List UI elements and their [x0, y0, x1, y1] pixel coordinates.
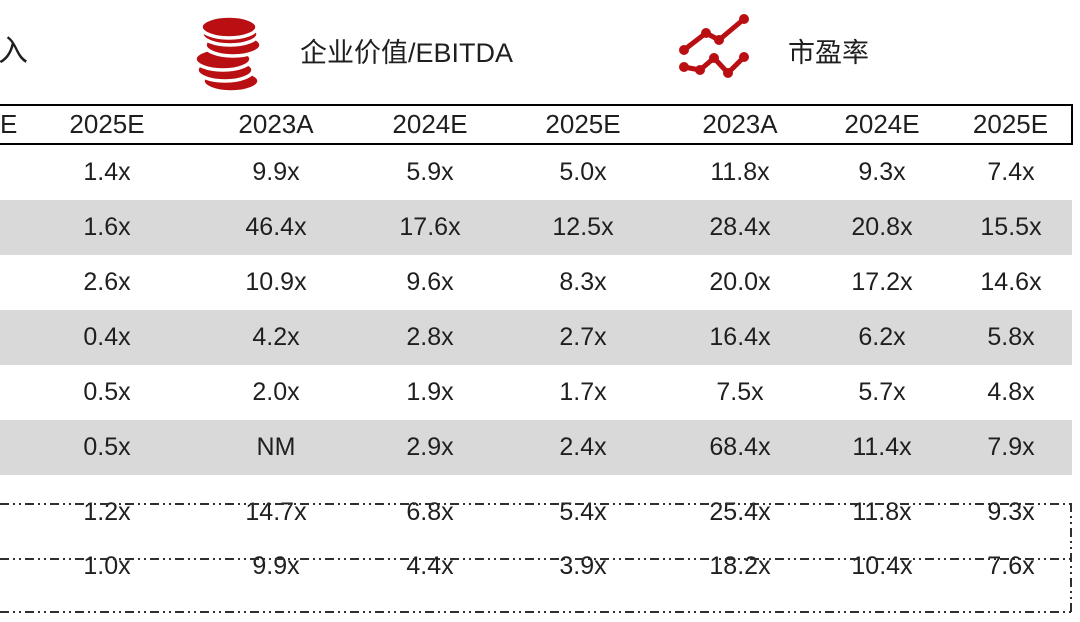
table-cell: 46.4x	[192, 200, 360, 255]
column-header: 2025E	[950, 104, 1073, 145]
table-cell: 6.2x	[814, 310, 950, 365]
table-cell: 28.4x	[666, 200, 814, 255]
table-cell: 10.4x	[851, 552, 913, 580]
partial-revenue-label: 入	[0, 35, 28, 68]
table-row: 1.0x 9.9x 4.4x 3.9x 18.2x 10.4x 7.6x	[0, 540, 1072, 593]
table-cell	[0, 540, 22, 593]
table-cell: 5.8x	[950, 310, 1072, 365]
table-cell: 8.3x	[559, 268, 607, 296]
table-cell	[0, 420, 22, 475]
table-cell: 20.0x	[709, 268, 771, 296]
table-cell: 1.2x	[83, 498, 131, 526]
table-cell: 17.2x	[851, 268, 913, 296]
table-cell: 10.9x	[245, 268, 307, 296]
column-header: 2025E	[22, 104, 192, 145]
legend-label-pe-ratio: 市盈率	[788, 38, 869, 68]
column-header: 2024E	[814, 104, 950, 145]
table-cell: 2.8x	[360, 310, 500, 365]
table-cell: 17.6x	[360, 200, 500, 255]
table-cell: 14.7x	[245, 498, 307, 526]
table-cell: 1.4x	[83, 158, 131, 186]
table-cell	[0, 200, 22, 255]
table-cell: 11.8x	[710, 158, 770, 186]
table-cell: 1.6x	[22, 200, 192, 255]
table-cell: 7.6x	[987, 552, 1035, 580]
column-header: 2025E	[500, 104, 666, 145]
line-chart-icon	[679, 14, 749, 78]
table-cell: 9.9x	[252, 552, 300, 580]
table-cell: 5.0x	[559, 158, 607, 186]
table-cell: 2.7x	[500, 310, 666, 365]
table-cell: 12.5x	[500, 200, 666, 255]
table-cell: 9.3x	[858, 158, 906, 186]
table-cell: 2.0x	[252, 378, 300, 406]
table-cell: 2.6x	[83, 268, 131, 296]
table-cell	[0, 144, 22, 200]
column-header: 2023A	[666, 104, 814, 145]
table-cell: 9.9x	[252, 158, 300, 186]
summary-box-right-border	[1070, 503, 1072, 613]
table-cell: 5.4x	[559, 498, 607, 526]
table-cell: 11.8x	[852, 498, 912, 526]
table-cell: 16.4x	[666, 310, 814, 365]
table-row: 0.5x 2.0x 1.9x 1.7x 7.5x 5.7x 4.8x	[0, 365, 1072, 420]
table-cell: 1.9x	[406, 378, 454, 406]
table-row: 1.4x 9.9x 5.9x 5.0x 11.8x 9.3x 7.4x	[0, 144, 1072, 200]
table-cell: 7.4x	[987, 158, 1035, 186]
table-cell	[0, 485, 22, 540]
header-row: E 2025E 2023A 2024E 2025E 2023A 2024E 2025E	[0, 104, 1073, 145]
summary-box-bottom-border	[0, 611, 1072, 613]
table-cell: 25.4x	[709, 498, 771, 526]
table-cell: 0.4x	[22, 310, 192, 365]
column-header: 2024E	[360, 104, 500, 145]
table-cell: 68.4x	[666, 420, 814, 475]
table-cell: 7.9x	[950, 420, 1072, 475]
table-cell: 4.2x	[192, 310, 360, 365]
table-row: 0.5x NM 2.9x 2.4x 68.4x 11.4x 7.9x	[0, 420, 1072, 475]
table-row: 1.6x 46.4x 17.6x 12.5x 28.4x 20.8x 15.5x	[0, 200, 1072, 255]
table-cell: 9.3x	[987, 498, 1035, 526]
table-cell	[0, 310, 22, 365]
table-cell: 11.4x	[814, 420, 950, 475]
legend-label-ev-ebitda: 企业价值/EBITDA	[300, 38, 514, 68]
table-cell: 14.6x	[980, 268, 1042, 296]
legend-band: 入 企业价值/EBITDA 市盈率	[0, 0, 1080, 106]
table-row: 1.2x 14.7x 6.8x 5.4x 25.4x 11.8x 9.3x	[0, 485, 1072, 540]
coins-icon	[193, 14, 263, 94]
table-cell: 20.8x	[814, 200, 950, 255]
summary-box-top-border	[0, 503, 1072, 505]
column-header: 2023A	[192, 104, 360, 145]
table-cell: NM	[192, 420, 360, 475]
table-cell	[0, 365, 22, 420]
table-cell: 0.5x	[83, 378, 131, 406]
table-cell: 7.5x	[716, 378, 764, 406]
table-cell: 1.0x	[83, 552, 131, 580]
table-cell	[0, 255, 22, 310]
table-cell: 3.9x	[559, 552, 607, 580]
table-cell: 2.9x	[360, 420, 500, 475]
table-cell: 0.5x	[22, 420, 192, 475]
table-cell: 4.8x	[987, 378, 1035, 406]
table-cell: 5.7x	[858, 378, 906, 406]
table-row: 0.4x 4.2x 2.8x 2.7x 16.4x 6.2x 5.8x	[0, 310, 1072, 365]
table-cell: 4.4x	[406, 552, 454, 580]
table-body: 1.4x 9.9x 5.9x 5.0x 11.8x 9.3x 7.4x 1.6x 46.4x 17…	[0, 144, 1072, 593]
table-cell: 1.7x	[559, 378, 607, 406]
metrics-table: E 2025E 2023A 2024E 2025E 2023A 2024E 2025E 1.4…	[0, 104, 1073, 593]
table-row: 2.6x 10.9x 9.6x 8.3x 20.0x 17.2x 14.6x	[0, 255, 1072, 310]
spacer-row	[0, 475, 1072, 485]
table-cell: 15.5x	[950, 200, 1072, 255]
table-cell: 18.2x	[709, 552, 771, 580]
table-cell: 9.6x	[406, 268, 454, 296]
table-cell: 2.4x	[500, 420, 666, 475]
column-header: E	[0, 104, 22, 145]
summary-box-middle-border	[0, 558, 1072, 560]
table-cell: 5.9x	[406, 158, 454, 186]
table-cell: 6.8x	[406, 498, 454, 526]
